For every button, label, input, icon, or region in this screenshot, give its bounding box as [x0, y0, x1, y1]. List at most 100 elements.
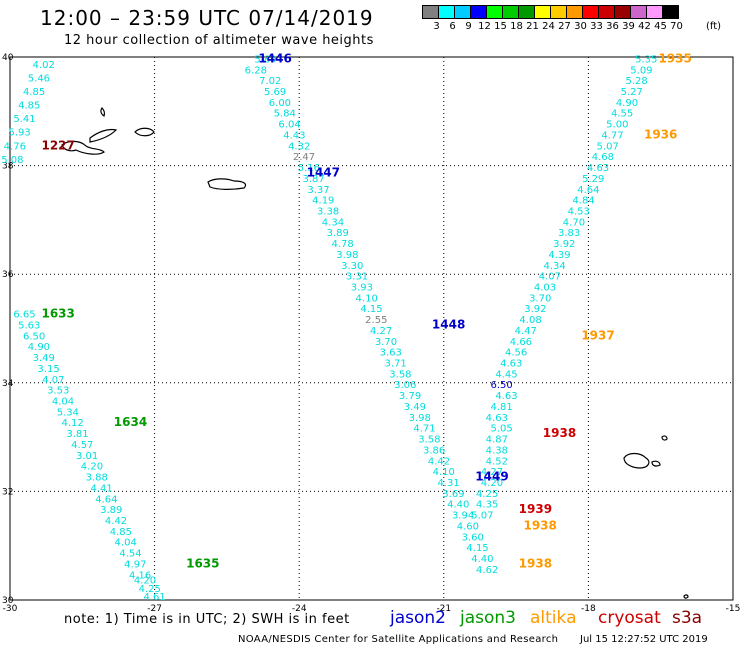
wave-height-value: 3.89	[327, 228, 349, 239]
wave-height-value: 3.94	[452, 511, 474, 522]
pass-time-label: 1633	[41, 307, 74, 321]
wave-height-value: 4.34	[322, 217, 344, 228]
wave-height-value: 3.60	[462, 532, 484, 543]
wave-height-value: 3.15	[37, 364, 59, 375]
color-scale-tick: 15	[494, 21, 507, 32]
pass-time-label: 1449	[475, 470, 508, 484]
pass-time-label: 1635	[186, 556, 219, 570]
wave-height-value: 4.10	[356, 293, 378, 304]
wave-height-value: 4.76	[4, 141, 26, 152]
wave-height-value: 5.09	[630, 65, 652, 76]
wave-height-value: 4.57	[71, 440, 93, 451]
wave-height-value: 3.30	[341, 261, 363, 272]
pass-time-label: 1937	[581, 328, 614, 342]
wave-height-value: 4.03	[534, 282, 556, 293]
wave-height-value: 3.92	[553, 239, 575, 250]
island-outline	[61, 140, 105, 155]
latitude-tick-label: 30	[2, 596, 14, 606]
wave-height-value: 4.54	[119, 549, 141, 560]
wave-height-value: 4.27	[481, 467, 503, 478]
page-title: 12:00 – 23:59 UTC 07/14/2019	[40, 6, 374, 30]
wave-height-value: 5.93	[9, 128, 31, 139]
legend-item-jason2: jason2	[390, 608, 446, 628]
wave-height-value: 3.37	[307, 185, 329, 196]
wave-height-value: 7.02	[259, 76, 281, 87]
color-scale-tick: 9	[465, 21, 472, 32]
legend-item-s3a: s3a	[672, 608, 703, 628]
island-outline	[100, 107, 105, 117]
wave-height-value: 4.32	[288, 141, 310, 152]
wave-height-value: 3.89	[100, 505, 122, 516]
longitude-tick-label: -15	[726, 604, 740, 614]
wave-height-value: 4.19	[312, 196, 334, 207]
wave-height-color-scale	[422, 5, 679, 19]
color-scale-tick: 12	[478, 21, 491, 32]
color-scale-tick: 45	[654, 21, 667, 32]
wave-height-value: 3.86	[423, 445, 445, 456]
longitude-tick-label: -21	[436, 604, 451, 614]
wave-height-value: 4.15	[360, 304, 382, 315]
wave-height-value: 2.55	[365, 315, 387, 326]
wave-height-value: 3.70	[375, 337, 397, 348]
wave-height-value: 4.02	[33, 60, 55, 71]
wave-height-value: 4.43	[283, 130, 305, 141]
wave-height-value: 4.47	[515, 326, 537, 337]
wave-height-value: 3.53	[47, 386, 69, 397]
wave-height-value: 4.38	[486, 445, 508, 456]
wave-height-value: 6.04	[278, 120, 300, 131]
wave-height-value: 3.63	[380, 348, 402, 359]
generation-timestamp: Jul 15 12:27:52 UTC 2019	[580, 634, 708, 645]
color-scale-tick: 6	[449, 21, 456, 32]
wave-height-value: 6.28	[245, 65, 267, 76]
wave-height-value: 4.10	[433, 467, 455, 478]
wave-height-value: 4.60	[457, 521, 479, 532]
pass-time-label: 1634	[114, 415, 147, 429]
color-scale-tick: 3	[433, 21, 440, 32]
latitude-tick-label: 38	[2, 162, 14, 172]
wave-height-value: 3.93	[351, 282, 373, 293]
wave-height-value: 5.27	[621, 87, 643, 98]
pass-time-label: 1448	[432, 318, 465, 332]
pass-time-label: 1935	[658, 51, 691, 65]
color-scale-tick: 36	[606, 21, 619, 32]
latitude-tick-label: 34	[2, 379, 14, 389]
latitude-tick-label: 40	[2, 53, 14, 63]
color-scale-unit: (ft)	[706, 21, 722, 32]
wave-height-value: 6.00	[269, 98, 291, 109]
wave-height-value: 5.29	[582, 174, 604, 185]
wave-height-value: 4.04	[52, 397, 74, 408]
map-grid: -30 -27 -24 -21 -18 -15 30 32 34 36 38 40	[2, 53, 740, 614]
pass-time-label: 1936	[644, 127, 677, 141]
wave-height-value: 4.81	[491, 402, 513, 413]
wave-height-value: 4.70	[563, 217, 585, 228]
wave-height-value: 4.25	[476, 489, 498, 500]
wave-height-value: 3.58	[418, 435, 440, 446]
wave-height-value: 4.31	[437, 478, 459, 489]
color-scale-tick: 33	[590, 21, 603, 32]
wave-height-value: 4.63	[495, 391, 517, 402]
wave-height-value: 5.89	[254, 54, 276, 65]
wave-height-value: 6.50	[23, 331, 45, 342]
wave-height-value: 4.45	[495, 369, 517, 380]
pass-time-label: 1447	[307, 165, 340, 179]
footnote: note: 1) Time is in UTC; 2) SWH is in fe…	[64, 612, 350, 627]
color-scale-tick: 27	[558, 21, 571, 32]
wave-height-value: 5.07	[597, 141, 619, 152]
wave-height-value: 5.84	[274, 109, 296, 120]
wave-height-value: 3.58	[389, 369, 411, 380]
wave-height-value: 5.00	[606, 120, 628, 131]
color-scale-tick: 70	[670, 21, 683, 32]
wave-height-value: 4.07	[42, 375, 64, 386]
wave-height-value: 3.31	[346, 272, 368, 283]
wave-height-value: 4.85	[18, 101, 40, 112]
color-scale-tick: 42	[638, 21, 651, 32]
wave-height-value: 4.53	[568, 206, 590, 217]
island-outline	[661, 435, 668, 441]
island-outline	[207, 178, 247, 190]
wave-height-value: 5.34	[57, 407, 79, 418]
island-outline	[683, 594, 689, 599]
wave-height-value: 4.84	[572, 196, 594, 207]
wave-height-value: 4.42	[428, 456, 450, 467]
legend-item-jason3: jason3	[460, 608, 516, 628]
legend-item-cryosat: cryosat	[598, 608, 661, 628]
